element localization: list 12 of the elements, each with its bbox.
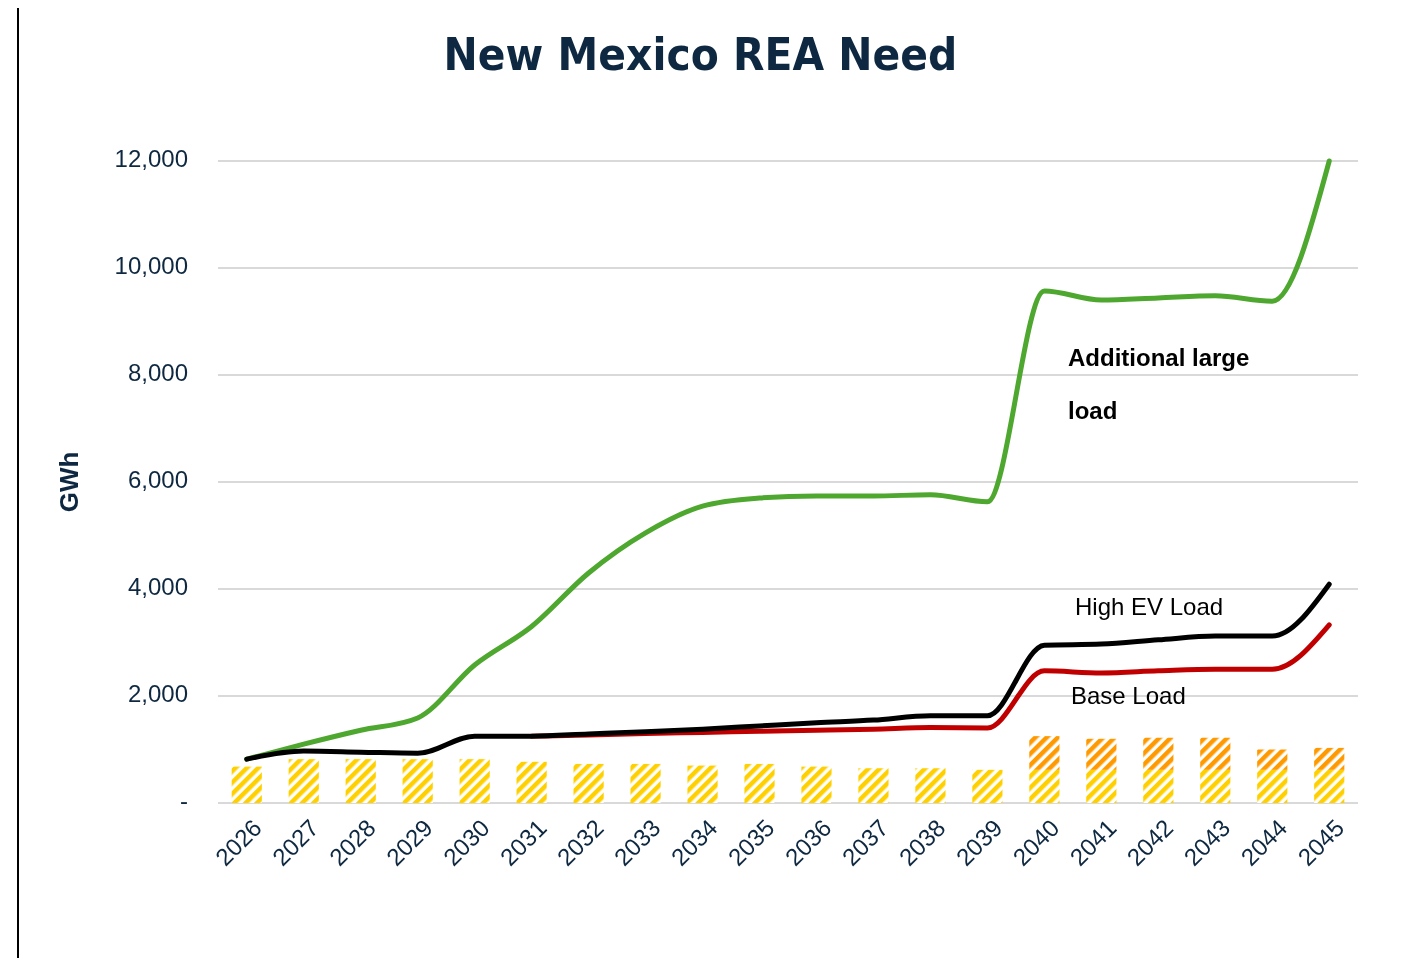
series-label: Base Load [1071,682,1186,710]
y-tick-label: 6,000 [127,466,188,494]
y-tick-label: 4,000 [127,573,188,601]
y-axis-title: GWh [54,451,84,513]
series-label: High EV Load [1075,593,1224,621]
y-tick-label: - [180,787,188,815]
y-tick-label: 2,000 [127,680,188,708]
y-tick-label: 12,000 [114,145,188,173]
chart-title: New Mexico REA Need [443,29,958,81]
y-tick-label: 10,000 [114,252,188,280]
series-label: Additional large load [1068,344,1250,425]
y-tick-label: 8,000 [127,359,188,387]
